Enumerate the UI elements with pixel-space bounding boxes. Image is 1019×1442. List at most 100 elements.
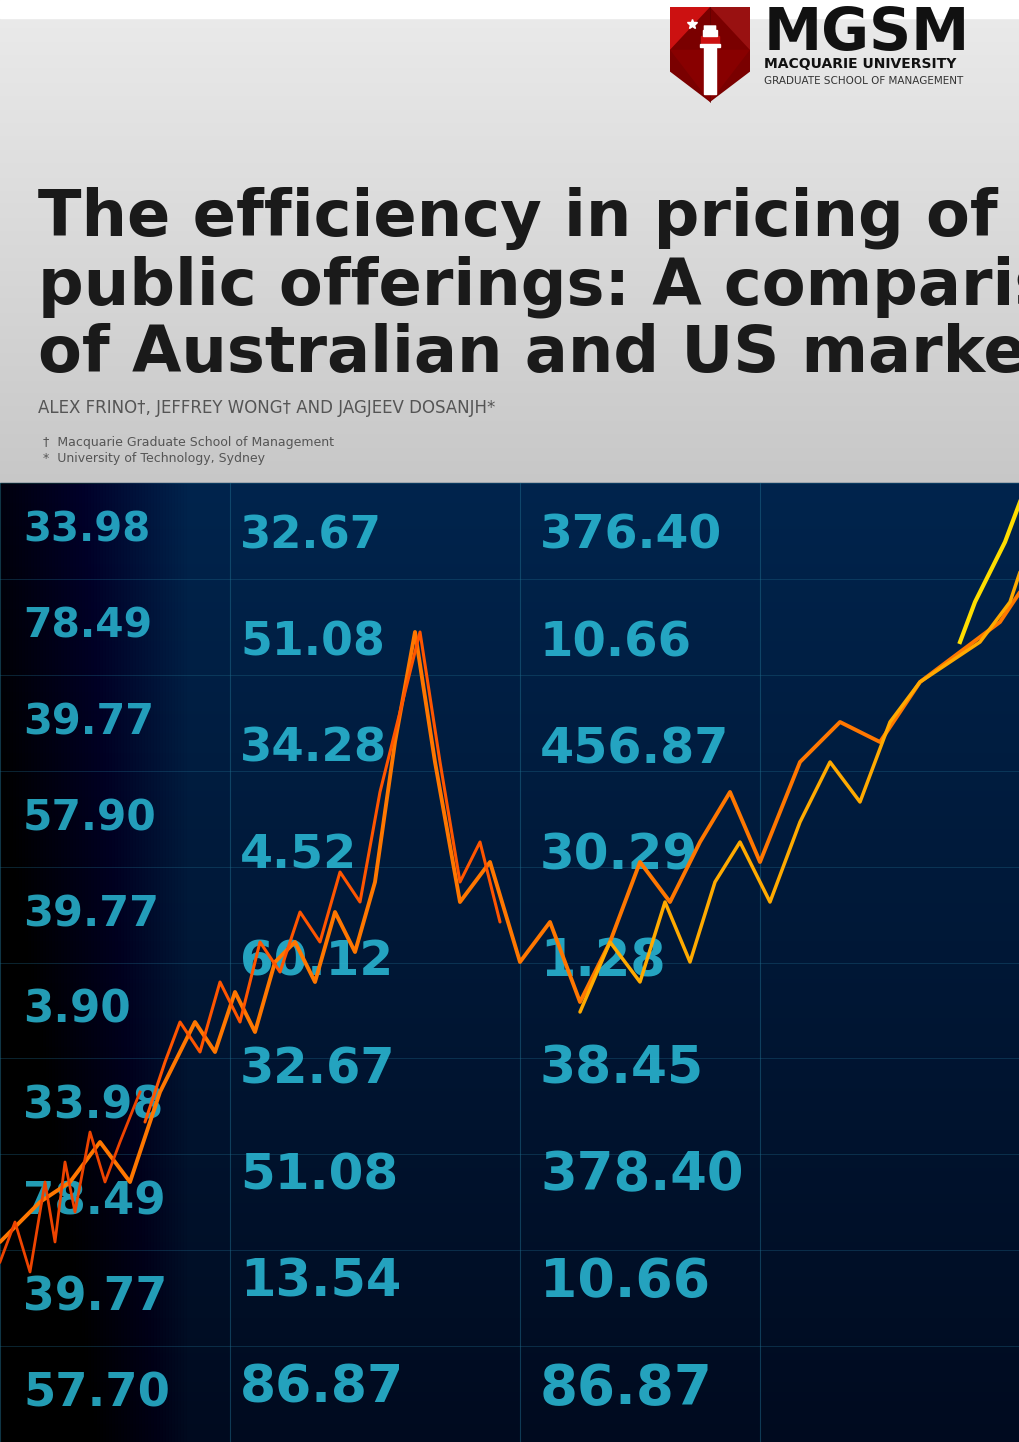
Bar [0,793,1019,796]
Bar [0,588,1019,591]
Bar [0,248,1019,249]
Bar [0,166,1019,167]
Bar [0,6,1019,9]
Bar [0,483,168,1442]
Bar [0,244,1019,245]
Bar [0,1292,1019,1295]
Bar [0,1327,1019,1330]
Bar [0,252,1019,254]
Bar [0,816,1019,819]
Bar [0,1087,1019,1090]
Bar [0,164,1019,166]
Bar [0,877,1019,880]
Bar [0,777,1019,780]
Bar [0,10,1019,12]
Bar [0,410,1019,411]
Bar [0,509,1019,512]
Bar [0,177,1019,179]
Bar [0,461,1019,464]
Bar [0,483,69,1442]
Bar [0,1407,1019,1410]
Text: 1.28: 1.28 [539,937,665,988]
Bar [0,480,1019,482]
Bar [0,1045,1019,1048]
Bar [0,483,222,1442]
Bar [0,547,1019,551]
Bar [0,136,1019,137]
Bar [0,483,185,1442]
Bar [0,281,1019,284]
Bar [0,14,1019,16]
Bar [0,402,1019,404]
Bar [704,43,715,94]
Bar [702,30,716,36]
Bar [0,1182,1019,1187]
Bar [0,888,1019,893]
Bar [0,483,72,1442]
Bar [0,254,1019,257]
Bar [0,972,1019,975]
Bar [0,1256,1019,1260]
Bar [0,620,1019,623]
Text: 78.49: 78.49 [23,607,152,647]
Bar [0,13,1019,14]
Bar [0,528,1019,531]
Bar [700,36,718,43]
Bar [0,389,1019,391]
Bar [0,74,1019,75]
Bar [0,1151,1019,1154]
Bar [0,260,1019,261]
Bar [0,476,1019,479]
Text: 10.66: 10.66 [539,619,692,666]
Bar [0,1355,1019,1358]
Bar [0,717,1019,720]
Bar [0,930,1019,934]
Bar [0,522,1019,525]
Bar [0,483,156,1442]
Bar [0,1040,1019,1043]
Text: 33.98: 33.98 [23,1084,163,1128]
Bar [0,307,1019,309]
Bar [0,770,1019,774]
Bar [0,16,1019,17]
Bar [0,91,1019,92]
Bar [0,245,1019,247]
Bar [0,483,174,1442]
Bar [0,474,1019,476]
Bar [0,451,1019,453]
Bar [0,1381,1019,1384]
Bar [0,835,1019,838]
Bar [0,138,1019,140]
Bar [0,1071,1019,1074]
Bar [0,1122,1019,1126]
Bar [0,68,1019,69]
Bar [0,335,1019,336]
Bar [0,796,1019,799]
Bar [0,185,1019,187]
Bar [0,1334,1019,1337]
Bar [0,982,1019,985]
Bar [0,457,1019,459]
Bar [0,162,1019,163]
Bar [0,1301,1019,1305]
Bar [0,483,162,1442]
Bar [0,238,1019,239]
Bar [0,854,1019,857]
Bar [0,71,1019,72]
Bar [0,1432,1019,1436]
Bar [0,291,1019,293]
Bar [0,962,1019,966]
Bar [0,327,1019,329]
Bar [0,1177,1019,1180]
Bar [0,483,99,1442]
Bar [0,704,1019,707]
Bar [0,102,1019,105]
Bar [0,1247,1019,1250]
Bar [0,95,1019,97]
Bar [0,1321,1019,1324]
Bar [0,314,1019,316]
Bar [0,1164,1019,1167]
Bar [0,681,1019,685]
Bar [0,304,1019,306]
Bar [0,864,1019,867]
